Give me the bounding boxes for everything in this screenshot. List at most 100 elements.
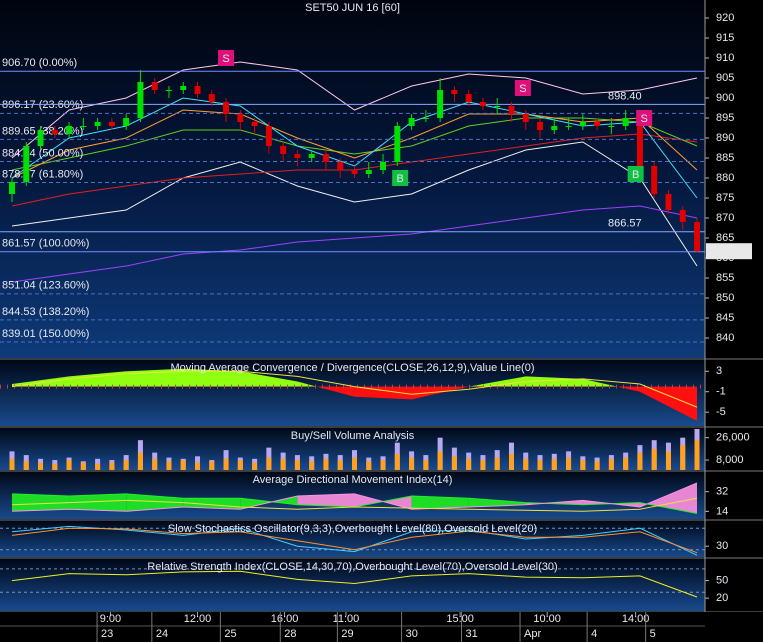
y-tick-label: 915 [716, 32, 734, 44]
volume-bar [451, 456, 457, 470]
volume-bar [252, 462, 258, 470]
candle-body [594, 122, 601, 126]
volume-bar [351, 457, 357, 470]
panel-title: Slow Stochastics Oscillator(9,3,3),Overb… [168, 523, 537, 535]
candle-body [337, 162, 344, 170]
indicator-line [11, 497, 698, 512]
volume-bar [337, 460, 343, 470]
volume-bar [237, 460, 243, 470]
volume-bar [9, 458, 15, 470]
di-band [639, 482, 698, 514]
candle-body [694, 222, 701, 252]
candle-body [494, 106, 501, 107]
candle-body [394, 126, 401, 162]
signal-text: S [519, 83, 526, 95]
volume-bar [480, 460, 486, 470]
y-tick-label: 840 [716, 332, 734, 344]
volume-bar [409, 457, 415, 470]
di-band [11, 493, 70, 512]
signal-box [636, 110, 653, 126]
signal-text: B [396, 173, 403, 185]
date-label: 28 [284, 628, 296, 640]
volume-bar [66, 460, 72, 470]
last-price-box [706, 243, 752, 260]
volume-bar [623, 457, 629, 470]
volume-bar [551, 458, 557, 470]
candle-body [265, 126, 272, 146]
volume-bar [637, 452, 643, 470]
x-tick-label: 15:00 [446, 613, 474, 625]
volume-bar [423, 460, 429, 470]
candle-body [251, 122, 258, 126]
volume-bar [266, 457, 272, 470]
volume-bar [38, 462, 44, 470]
candle-body [322, 154, 329, 162]
y-tick-label: 870 [716, 212, 734, 224]
candle-body [537, 122, 544, 130]
y-tick-label: -5 [716, 406, 726, 418]
panel-title: Moving Average Convergence / Divergence(… [170, 362, 534, 374]
candle-body [80, 126, 87, 127]
price-line-label: 866.57 [608, 218, 642, 230]
x-axis-background [0, 612, 763, 642]
candle-body [294, 154, 301, 158]
volume-bar [665, 451, 671, 470]
volume-bar [394, 453, 400, 470]
panel-title: Average Directional Movement Index(14) [253, 474, 453, 486]
y-tick-label: 880 [716, 172, 734, 184]
signal-text: B [632, 169, 639, 181]
candle-body [579, 122, 586, 126]
y-tick-label: 850 [716, 292, 734, 304]
fib-label: 878.87 (61.80%) [2, 168, 83, 180]
signal-box [627, 166, 644, 182]
volume-bar [537, 460, 543, 470]
overlay-line [11, 141, 698, 267]
volume-bar [494, 457, 500, 470]
volume-bar [209, 461, 215, 470]
volume-bar [309, 461, 315, 470]
date-label: 29 [341, 628, 353, 640]
di-band [468, 498, 526, 507]
volume-bar [580, 460, 586, 470]
candle-body [451, 90, 458, 94]
candle-body [237, 114, 244, 122]
candle-body [380, 162, 387, 170]
date-label: Apr [524, 628, 541, 640]
x-tick-label: 12:00 [184, 613, 212, 625]
candle-body [66, 126, 73, 134]
y-tick-label: 890 [716, 132, 734, 144]
candle-body [151, 82, 158, 90]
volume-bar [437, 451, 443, 470]
y-tick-label: 30 [716, 540, 728, 552]
y-tick-label: 8,000 [716, 454, 744, 466]
y-tick-label: 3 [716, 365, 722, 377]
volume-bar [466, 458, 472, 470]
candle-body [51, 130, 58, 134]
di-band [183, 498, 241, 510]
y-tick-label: 20 [716, 592, 728, 604]
volume-bar [152, 458, 158, 470]
volume-bar [123, 460, 129, 470]
volume-bar [166, 461, 172, 470]
y-tick-label: 865 [716, 232, 734, 244]
volume-bar [280, 458, 286, 470]
candle-body [280, 146, 287, 154]
y-tick-label: 875 [716, 192, 734, 204]
y-tick-label: 885 [716, 152, 734, 164]
signal-text: S [641, 113, 648, 125]
date-label: 24 [156, 628, 168, 640]
candle-body [165, 90, 172, 91]
volume-bar [594, 461, 600, 470]
candle-body [636, 118, 643, 166]
y-tick-label: 895 [716, 112, 734, 124]
signal-box [514, 80, 531, 96]
candle-body [437, 90, 444, 118]
volume-bar [109, 462, 115, 470]
candle-body [608, 126, 615, 127]
di-band [126, 493, 184, 512]
volume-bar [523, 458, 529, 470]
y-tick-label: 14 [716, 505, 728, 517]
fib-label: 906.70 (0.00%) [2, 57, 77, 69]
indicator-line [11, 525, 698, 556]
date-label: 23 [101, 628, 113, 640]
